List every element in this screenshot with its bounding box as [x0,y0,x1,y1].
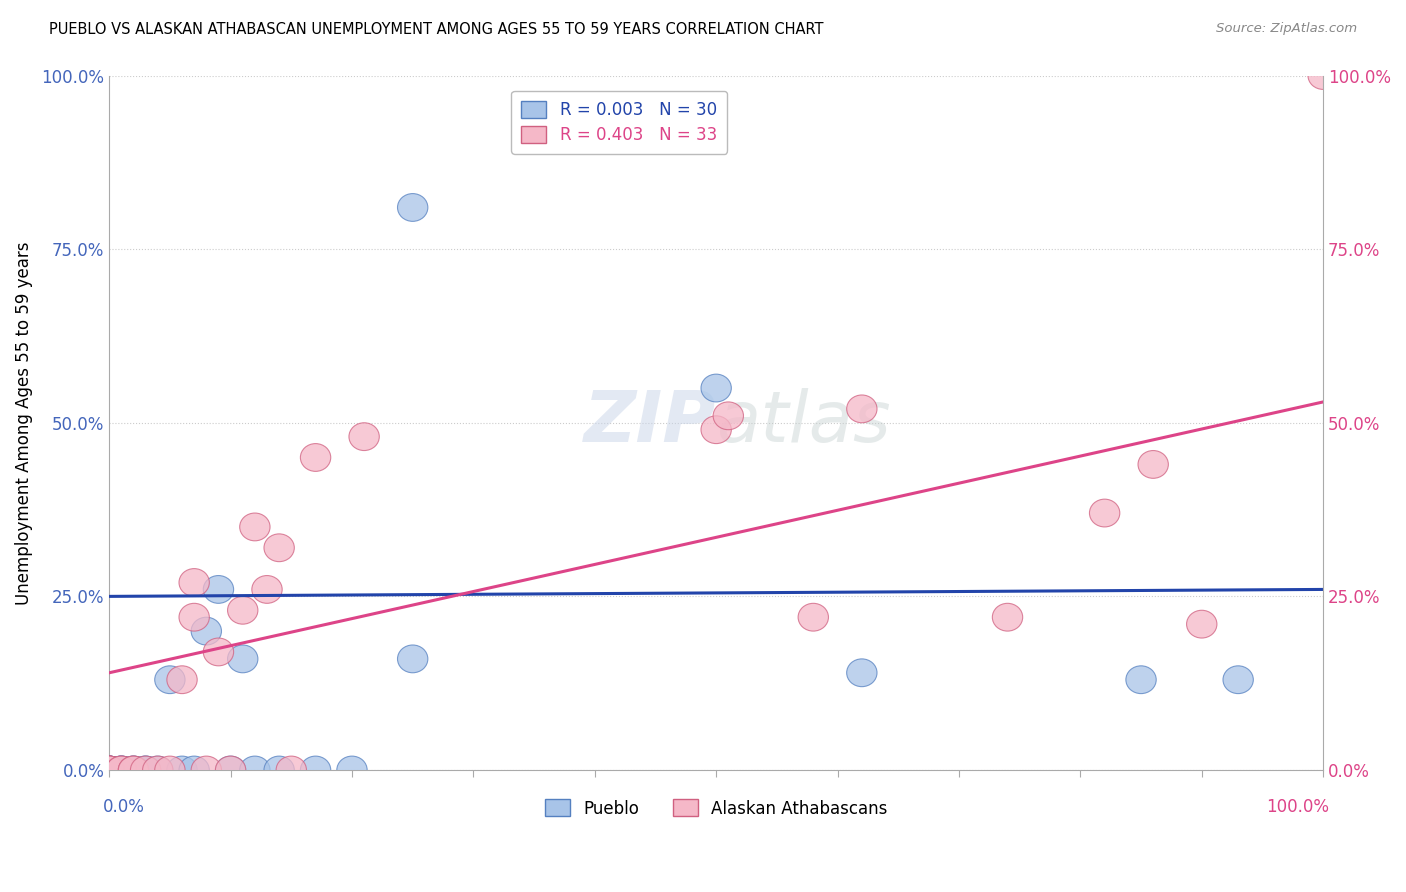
Text: atlas: atlas [716,388,891,458]
Legend: Pueblo, Alaskan Athabascans: Pueblo, Alaskan Athabascans [538,793,894,824]
Text: PUEBLO VS ALASKAN ATHABASCAN UNEMPLOYMENT AMONG AGES 55 TO 59 YEARS CORRELATION : PUEBLO VS ALASKAN ATHABASCAN UNEMPLOYMEN… [49,22,824,37]
Text: ZIP: ZIP [583,388,716,458]
Text: 100.0%: 100.0% [1267,797,1329,815]
Y-axis label: Unemployment Among Ages 55 to 59 years: Unemployment Among Ages 55 to 59 years [15,241,32,605]
Text: 0.0%: 0.0% [103,797,145,815]
Text: Source: ZipAtlas.com: Source: ZipAtlas.com [1216,22,1357,36]
